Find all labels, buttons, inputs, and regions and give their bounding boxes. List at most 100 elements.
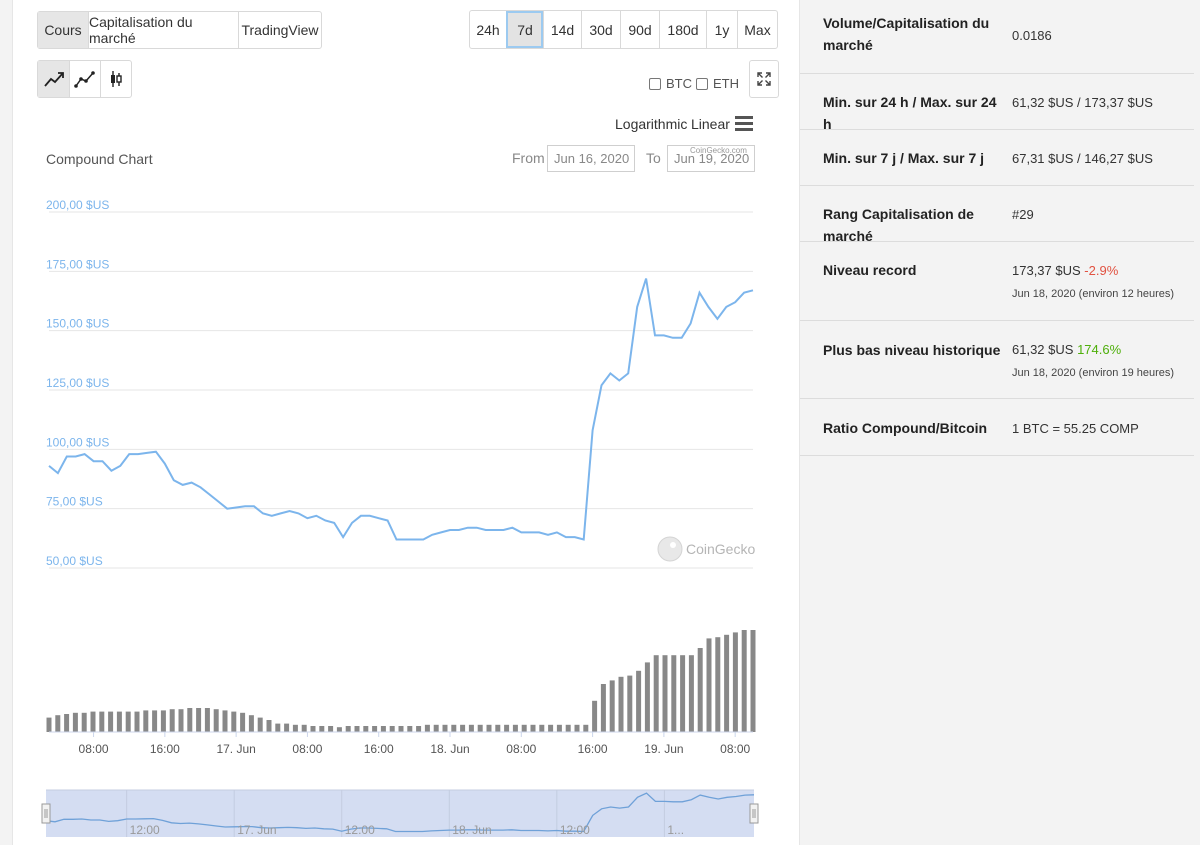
volume-bar (398, 726, 404, 732)
candlestick-icon (111, 71, 122, 87)
volume-bar (64, 714, 70, 732)
info-row-7d-range: Min. sur 7 j / Max. sur 7 j 67,31 $US / … (800, 130, 1194, 186)
volume-bar (90, 711, 96, 732)
volume-bar (134, 711, 140, 732)
volume-bar (741, 630, 747, 732)
range-90d[interactable]: 90d (620, 11, 659, 48)
info-value: 173,37 $US -2.9% (1012, 263, 1118, 278)
compare-eth[interactable]: ETH (696, 76, 739, 91)
navigator-handle-right-body[interactable] (749, 803, 759, 824)
range-14d[interactable]: 14d (543, 11, 581, 48)
from-label: From (512, 150, 545, 166)
navigator-grid (126, 790, 665, 837)
x-tick-label: 08:00 (79, 742, 109, 756)
volume-bar (548, 724, 554, 732)
info-label: Plus bas niveau historique (823, 342, 1001, 358)
line-chart-icon (43, 72, 64, 87)
info-label: Min. sur 24 h / Max. sur 24 h (823, 94, 997, 132)
y-tick-label: 175,00 $US (46, 257, 109, 271)
navigator[interactable]: 12:00 17. Jun 12:00 18. Jun 12:00 1... (13, 786, 801, 841)
x-tick-label: 16:00 (150, 742, 180, 756)
eth-checkbox[interactable] (696, 77, 708, 90)
info-panel: Volume/Capitalisation du marché 0.0186 M… (800, 0, 1194, 845)
range-180d[interactable]: 180d (659, 11, 706, 48)
volume-bar (336, 727, 342, 732)
coingecko-logo (657, 536, 683, 562)
volume-bar (636, 670, 642, 732)
tab-cours[interactable]: Cours (38, 12, 88, 48)
volume-bar (372, 726, 378, 732)
volume-bar (319, 726, 325, 732)
volume-bar (468, 724, 474, 732)
volume-bar (152, 710, 158, 732)
info-row-volume-mcap: Volume/Capitalisation du marché 0.0186 (800, 0, 1194, 74)
volume-bar (424, 724, 430, 732)
volume-bar (653, 655, 659, 732)
range-max[interactable]: Max (737, 11, 777, 48)
volume-bar (169, 709, 175, 732)
y-tick-label: 125,00 $US (46, 376, 109, 390)
smooth-line-icon (74, 71, 95, 88)
volume-bar (504, 724, 510, 732)
range-30d[interactable]: 30d (581, 11, 620, 48)
volume-bar (697, 648, 703, 732)
volume-bar (706, 638, 712, 732)
volume-bar (750, 630, 756, 732)
volume-bar (345, 726, 351, 732)
logarithmic-toggle[interactable]: Logarithmic (615, 116, 688, 132)
info-value: 61,32 $US / 173,37 $US (1012, 95, 1153, 110)
smooth-line-button[interactable] (69, 61, 100, 97)
volume-bar (178, 709, 184, 732)
volume-bar (530, 724, 536, 732)
linear-toggle[interactable]: Linear (691, 116, 730, 132)
volume-bar (275, 723, 281, 732)
navigator-handle-left[interactable] (41, 803, 51, 824)
to-date-overlay-text: CoinGecko.com (690, 146, 747, 155)
volume-bar (55, 715, 61, 732)
volume-bar (732, 632, 738, 732)
navigator-x-label: 1... (667, 823, 684, 837)
navigator-selection[interactable] (46, 790, 754, 837)
volume-bar (116, 711, 122, 732)
volume-bar (574, 724, 580, 732)
volume-bar (627, 675, 633, 732)
volume-bar (416, 726, 422, 732)
x-tick-label: 08:00 (720, 742, 750, 756)
x-tick-label: 19. Jun (644, 742, 683, 756)
line-chart-button[interactable] (38, 61, 69, 97)
range-1y[interactable]: 1y (706, 11, 737, 48)
volume-bar (354, 726, 360, 732)
tab-capitalisation[interactable]: Capitalisation du marché (88, 12, 238, 48)
navigator-x-label: 17. Jun (237, 823, 276, 837)
volume-bar (407, 726, 413, 732)
candlestick-button[interactable] (100, 61, 131, 97)
volume-bar (204, 708, 210, 732)
volume-bar (389, 726, 395, 732)
info-row-btc-ratio: Ratio Compound/Bitcoin 1 BTC = 55.25 COM… (800, 399, 1194, 456)
to-date-input[interactable]: Jun 19, 2020 CoinGecko.com (667, 145, 755, 172)
from-date-input[interactable]: Jun 16, 2020 (547, 145, 635, 172)
navigator-x-label: 12:00 (560, 823, 590, 837)
range-24h[interactable]: 24h (476, 21, 500, 38)
compare-btc[interactable]: BTC (649, 76, 692, 91)
info-row-mcap-rank: Rang Capitalisation de marché #29 (800, 186, 1194, 244)
volume-bar (143, 710, 149, 732)
navigator-handle-right[interactable] (749, 803, 759, 824)
volume-bar (644, 662, 650, 732)
volume-bar (671, 655, 677, 732)
info-value: 61,32 $US 174.6% (1012, 342, 1121, 357)
info-row-ath: Niveau record 173,37 $US -2.9% Jun 18, 2… (800, 242, 1194, 321)
navigator-handle-left-body[interactable] (41, 803, 51, 824)
range-7d[interactable]: 7d (506, 11, 543, 48)
volume-bar (328, 726, 334, 732)
to-date-value: Jun 19, 2020 (674, 151, 750, 166)
info-value: 0.0186 (1012, 28, 1052, 43)
btc-checkbox[interactable] (649, 77, 661, 90)
tab-tradingview[interactable]: TradingView (238, 12, 321, 48)
menu-icon[interactable] (735, 115, 753, 133)
expand-button[interactable] (749, 60, 779, 98)
x-tick-label: 17. Jun (216, 742, 255, 756)
atl-change: 174.6% (1077, 342, 1122, 357)
info-label: Ratio Compound/Bitcoin (823, 420, 988, 436)
volume-bar (539, 724, 545, 732)
